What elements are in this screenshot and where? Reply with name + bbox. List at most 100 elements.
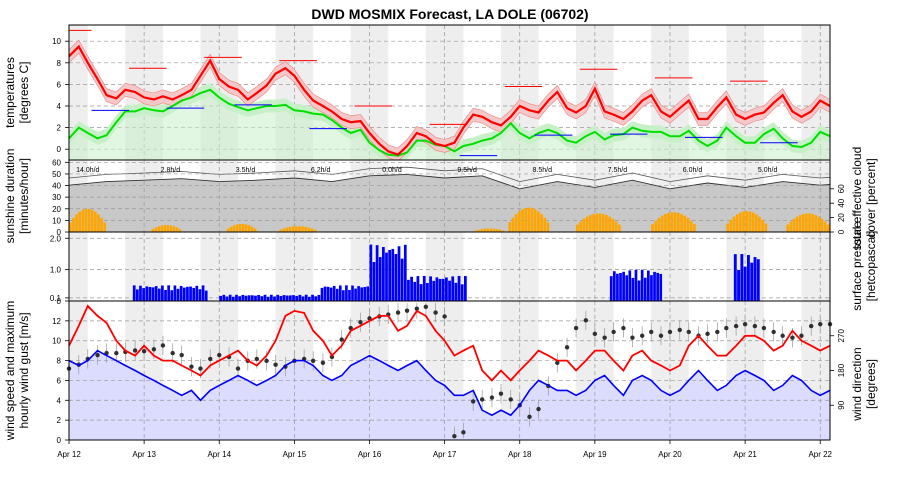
sunshine-bar xyxy=(758,216,761,232)
precipitation-bar xyxy=(142,288,145,301)
sunshine-bar xyxy=(282,228,286,232)
precipitation-bar xyxy=(222,294,226,301)
precipitation-bar xyxy=(403,244,407,301)
precipitation-bar xyxy=(369,244,373,301)
precipitation-bar xyxy=(659,273,663,301)
precipitation-bar xyxy=(338,285,342,301)
precipitation-bar xyxy=(419,284,423,301)
chart-title: DWD MOSMIX Forecast, LA DOLE (06702) xyxy=(311,6,588,22)
precipitation-bar xyxy=(179,285,183,301)
wind-panel: 0 2 4 6 8 10 12 90 180 270 wind speed and maximum h… xyxy=(3,300,878,445)
sunshine-bar xyxy=(726,223,730,232)
sunshine-bar xyxy=(608,216,611,232)
sun-ytick-label: 10 xyxy=(52,216,61,225)
sunshine-bar xyxy=(670,212,674,232)
sun-ylabel: sunshine duration xyxy=(3,149,17,244)
wind-direction-point xyxy=(198,366,203,371)
precipitation-bar xyxy=(612,271,616,301)
precipitation-bar xyxy=(445,277,448,301)
sunshine-bar xyxy=(483,228,487,232)
sunshine-panel: 14.0h/d 2.8h/d 3.5h/d 6.2h/d 0.0h/d 9.5h/d 8.5… xyxy=(3,147,878,250)
sunshine-bar xyxy=(826,224,830,232)
precipitation-bar xyxy=(273,296,276,301)
precipitation-bar xyxy=(416,276,420,301)
sunshine-bar xyxy=(238,223,242,232)
daily-sunshine-total: 8.5h/d xyxy=(533,167,553,174)
precipitation-bar xyxy=(317,294,321,301)
wind-direction-point xyxy=(508,397,513,402)
wind-direction-point xyxy=(264,358,269,364)
sunshine-bar xyxy=(533,209,537,232)
wind-speed-area xyxy=(69,350,830,440)
precipitation-bar xyxy=(198,289,202,301)
sunshine-bar xyxy=(592,214,595,232)
sunshine-bar xyxy=(100,217,103,232)
sunshine-bar xyxy=(279,229,282,232)
wind-direction-point xyxy=(320,360,326,365)
sunshine-bar xyxy=(81,209,85,232)
precipitation-bar xyxy=(391,248,395,301)
precipitation-bar xyxy=(647,270,650,301)
wind-direction-point xyxy=(573,325,579,331)
sunshine-bar xyxy=(304,226,308,232)
wind-direction-point xyxy=(677,327,682,333)
sunshine-bar xyxy=(486,228,490,232)
sunshine-bar xyxy=(310,228,314,232)
sunshine-bar xyxy=(178,228,182,232)
temperature-panel: 0 2 4 6 8 10 temperatures [degrees C] xyxy=(3,24,831,163)
x-tick-label: Apr 22 xyxy=(808,450,832,459)
precipitation-bar xyxy=(460,284,464,301)
precipitation-bar xyxy=(148,286,152,301)
precipitation-bar xyxy=(301,296,305,301)
precipitation-bar xyxy=(235,294,238,301)
precipitation-bar xyxy=(189,286,192,301)
sunshine-bar xyxy=(789,221,793,232)
sun-right-tick-label: 20 xyxy=(837,213,846,222)
precipitation-bar xyxy=(186,286,189,301)
wind-direction-point xyxy=(611,329,616,335)
wind-direction-point xyxy=(217,352,222,358)
precipitation-bar xyxy=(335,288,339,301)
sunshine-bar xyxy=(160,225,164,232)
precipitation-bar xyxy=(394,253,398,301)
sunshine-bar xyxy=(235,224,239,232)
temp-ytick-label: 0 xyxy=(57,145,62,154)
cloud-cover-line xyxy=(68,173,831,190)
precipitation-bar xyxy=(372,262,376,301)
sunshine-bar xyxy=(576,224,579,232)
precipitation-bar xyxy=(139,285,142,301)
daily-sunshine-total: 2.8h/d xyxy=(161,167,181,174)
sunshine-bar xyxy=(693,224,696,232)
wind-direction-point xyxy=(179,352,184,358)
precipitation-bar xyxy=(244,295,248,301)
sunshine-bar xyxy=(154,227,158,232)
sunshine-bar xyxy=(172,226,176,232)
precipitation-bar xyxy=(276,294,280,301)
wind-right-tick-label: 180 xyxy=(837,363,846,377)
sunshine-bar xyxy=(598,213,602,232)
sunshine-bar xyxy=(498,229,502,232)
sun-ytick-label: 20 xyxy=(52,205,61,214)
sunshine-bar xyxy=(524,208,528,232)
precipitation-bar xyxy=(619,273,622,301)
precipitation-bar xyxy=(363,286,367,301)
precipitation-bar xyxy=(176,288,180,301)
precipitation-bar xyxy=(247,295,251,301)
sunshine-bar xyxy=(748,211,752,232)
precipitation-bar xyxy=(438,278,442,301)
sun-ytick-label: 0 xyxy=(57,228,62,237)
sunshine-bar xyxy=(508,222,512,232)
wind-direction-point xyxy=(667,329,673,335)
wind-direction-point xyxy=(649,329,654,335)
sunshine-bar xyxy=(97,214,100,232)
sunshine-bar xyxy=(657,217,661,232)
sunshine-bar xyxy=(87,208,91,232)
sunshine-bar xyxy=(103,222,107,232)
wind-direction-point xyxy=(329,354,335,360)
sunshine-bar xyxy=(175,227,179,232)
sunshine-bar xyxy=(511,217,515,232)
dewpoint-band xyxy=(69,83,830,163)
sunshine-bar xyxy=(250,226,254,232)
precipitation-bar xyxy=(145,286,149,301)
daily-sunshine-total: 6.2h/d xyxy=(311,167,331,174)
